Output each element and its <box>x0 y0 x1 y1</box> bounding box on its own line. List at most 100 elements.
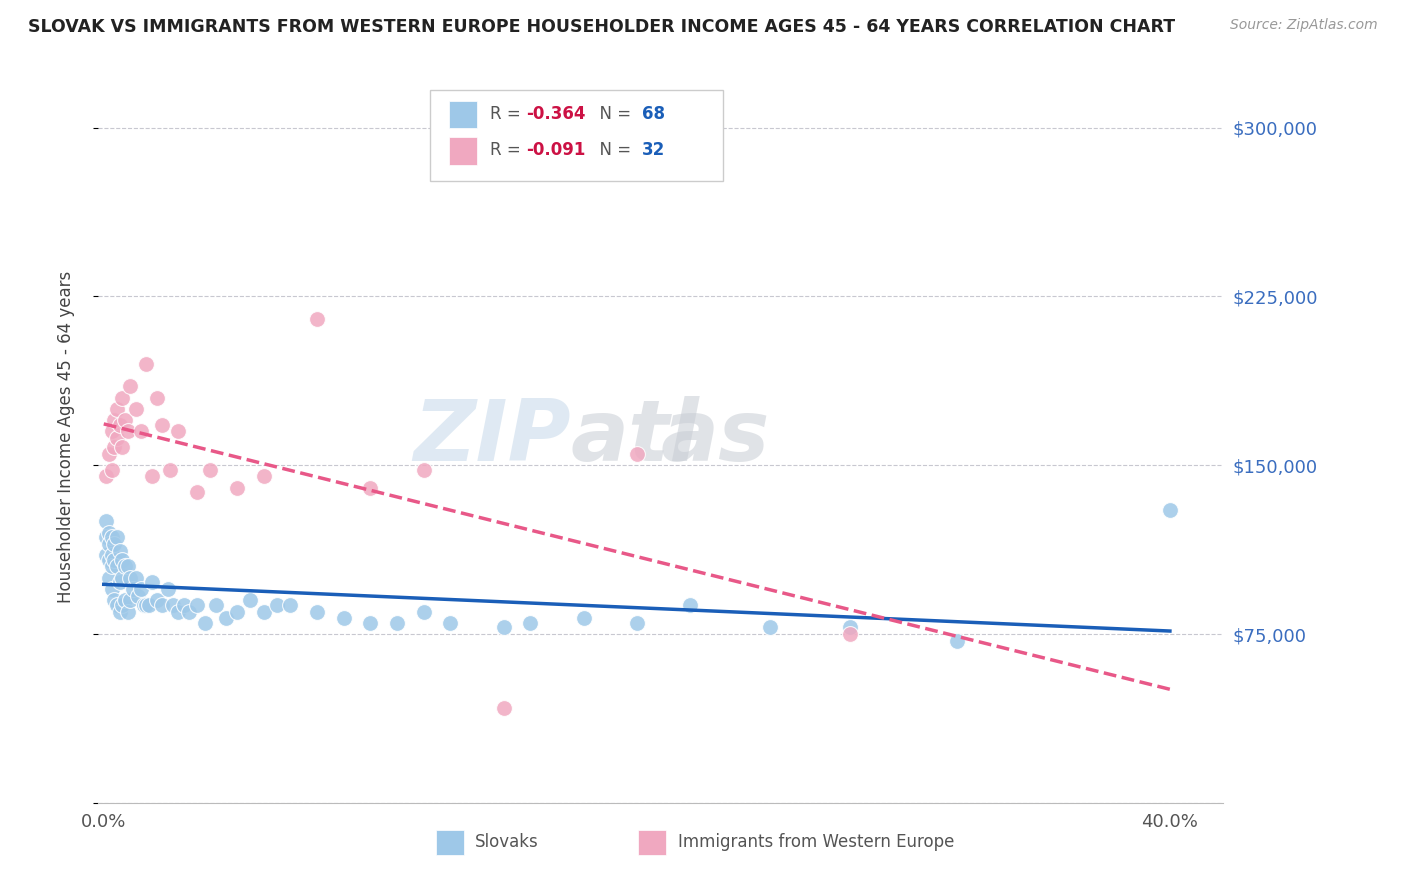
Point <box>626 615 648 630</box>
Point <box>100 425 122 439</box>
Point <box>111 598 134 612</box>
Text: SLOVAK VS IMMIGRANTS FROM WESTERN EUROPE HOUSEHOLDER INCOME AGES 45 - 64 YEARS C: SLOVAK VS IMMIGRANTS FROM WESTERN EUROPE… <box>28 18 1175 36</box>
Point <box>159 463 181 477</box>
Point <box>412 605 434 619</box>
Point <box>439 615 461 630</box>
Point <box>305 312 328 326</box>
Point <box>100 548 122 562</box>
Point <box>278 598 301 612</box>
Point <box>359 481 381 495</box>
Point <box>945 633 967 648</box>
Point <box>105 530 128 544</box>
Point <box>117 605 139 619</box>
Point <box>96 469 118 483</box>
Point <box>1159 503 1181 517</box>
Point <box>167 605 190 619</box>
Point <box>204 598 226 612</box>
Bar <box>450 101 478 128</box>
Point <box>96 515 118 529</box>
Point <box>98 537 121 551</box>
Point <box>186 485 208 500</box>
Point <box>138 598 160 612</box>
Text: 32: 32 <box>641 141 665 160</box>
Point <box>117 425 139 439</box>
Point <box>125 571 148 585</box>
Point <box>132 598 155 612</box>
Point <box>96 548 118 562</box>
Point <box>98 447 121 461</box>
Point <box>135 598 157 612</box>
Text: N =: N = <box>589 141 636 160</box>
Bar <box>450 137 478 165</box>
Point <box>120 593 142 607</box>
Point <box>135 357 157 371</box>
Point <box>146 593 169 607</box>
Point <box>759 620 782 634</box>
Point <box>105 559 128 574</box>
Point <box>572 611 595 625</box>
Point <box>105 401 128 416</box>
Point <box>120 379 142 393</box>
Point <box>120 571 142 585</box>
Point <box>239 593 262 607</box>
Point <box>111 391 134 405</box>
Point <box>305 605 328 619</box>
Point <box>100 559 122 574</box>
Point <box>156 582 179 596</box>
Text: atl: atl <box>571 395 700 479</box>
Point <box>108 575 131 590</box>
Point <box>519 615 541 630</box>
Text: N =: N = <box>589 104 636 123</box>
Point <box>141 469 163 483</box>
Point <box>100 463 122 477</box>
Point <box>111 440 134 454</box>
Point <box>492 701 515 715</box>
Point <box>359 615 381 630</box>
Point <box>141 575 163 590</box>
Text: ZIP: ZIP <box>413 395 571 479</box>
Point <box>492 620 515 634</box>
Point <box>103 593 125 607</box>
Point <box>105 598 128 612</box>
Text: as: as <box>661 395 770 479</box>
Point <box>108 543 131 558</box>
Point <box>122 582 145 596</box>
Point <box>108 605 131 619</box>
Point <box>111 553 134 567</box>
Point <box>194 615 217 630</box>
Point <box>103 413 125 427</box>
Point <box>839 627 862 641</box>
Point <box>105 431 128 445</box>
Y-axis label: Householder Income Ages 45 - 64 years: Householder Income Ages 45 - 64 years <box>56 271 75 603</box>
Point <box>173 598 195 612</box>
Point <box>100 530 122 544</box>
Point <box>226 605 249 619</box>
Point <box>111 571 134 585</box>
Bar <box>436 830 464 855</box>
Point <box>103 440 125 454</box>
Point <box>266 598 288 612</box>
Text: Immigrants from Western Europe: Immigrants from Western Europe <box>678 833 955 851</box>
Point <box>103 553 125 567</box>
Point <box>332 611 354 625</box>
Point <box>385 615 408 630</box>
Point <box>146 391 169 405</box>
Bar <box>638 830 666 855</box>
Point <box>253 469 276 483</box>
Point <box>98 525 121 540</box>
FancyBboxPatch shape <box>430 90 723 181</box>
Point <box>117 559 139 574</box>
Point <box>150 598 173 612</box>
Point <box>108 417 131 432</box>
Point <box>215 611 238 625</box>
Text: -0.091: -0.091 <box>526 141 585 160</box>
Point <box>253 605 276 619</box>
Point <box>125 401 148 416</box>
Point <box>129 582 152 596</box>
Point <box>150 417 173 432</box>
Point <box>626 447 648 461</box>
Point <box>226 481 249 495</box>
Text: 68: 68 <box>641 104 665 123</box>
Point <box>100 582 122 596</box>
Point <box>114 593 136 607</box>
